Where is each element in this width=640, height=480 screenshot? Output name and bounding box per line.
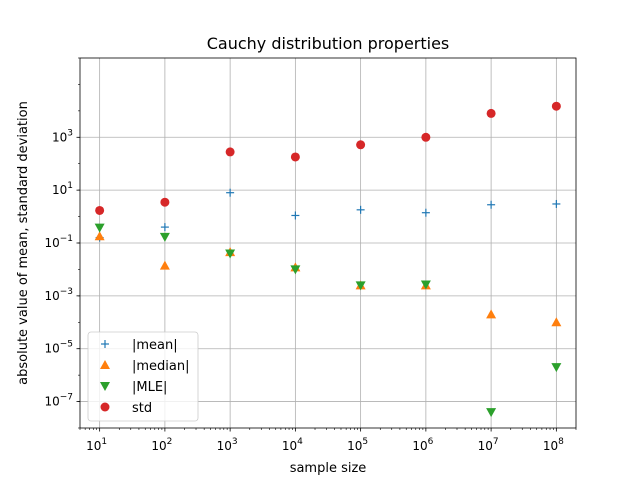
std-point [421,132,431,142]
mle-point [225,249,236,259]
mle-point [420,280,431,290]
axis-ticks: 101 102 103 104 105 106 107 108 10−7 10−5 10−3 10−1… [44,57,577,453]
x-tick-label: 104 [282,437,303,453]
data-points [94,101,562,418]
chart-title: Cauchy distribution properties [207,34,450,53]
median-point [159,260,170,270]
median-point [486,309,497,319]
x-tick-label: 106 [412,437,433,453]
x-tick-label: 105 [347,437,368,453]
median-point [94,231,105,241]
legend-label-median: |median| [132,359,190,374]
y-tick-label: 10−1 [44,234,73,250]
std-point [160,197,170,207]
y-tick-label: 101 [52,181,73,197]
mle-point [551,363,562,373]
y-axis-label: absolute value of mean, standard deviati… [16,101,31,385]
std-point [225,147,235,157]
y-tick-label: 10−3 [44,287,73,303]
mle-point [159,232,170,242]
std-point [486,108,496,118]
legend-marker-mle [100,382,110,391]
plot-frame [79,57,577,429]
mle-point [355,281,366,291]
legend-label-mle: |MLE| [132,380,167,395]
legend-box [87,331,199,422]
mle-point [290,265,301,275]
median-point [551,317,562,327]
legend: |mean| |median| |MLE| std [87,331,199,422]
std-point [551,101,561,111]
mean-point [487,200,496,209]
legend-marker-std [100,402,110,412]
legend-marker-median [100,360,110,369]
mean-point [421,208,430,217]
x-tick-label: 103 [217,437,238,453]
legend-label-mean: |mean| [132,338,178,353]
y-tick-label: 10−5 [44,340,73,356]
x-tick-label: 102 [151,437,172,453]
mean-point [291,211,300,220]
legend-marker-mean [101,340,109,348]
mean-point [356,205,365,214]
mle-point [94,223,105,233]
std-point [290,152,300,162]
x-tick-label: 101 [86,437,107,453]
x-tick-label: 108 [543,437,564,453]
mean-point [226,188,235,197]
x-axis-label: sample size [290,461,367,476]
mle-point [486,408,497,418]
mean-point [552,199,561,208]
std-point [356,140,366,150]
y-tick-label: 103 [52,128,73,144]
y-tick-label: 10−7 [44,393,73,409]
mean-point [160,223,169,232]
legend-label-std: std [132,401,152,416]
x-tick-label: 107 [478,437,499,453]
std-point [95,205,105,215]
